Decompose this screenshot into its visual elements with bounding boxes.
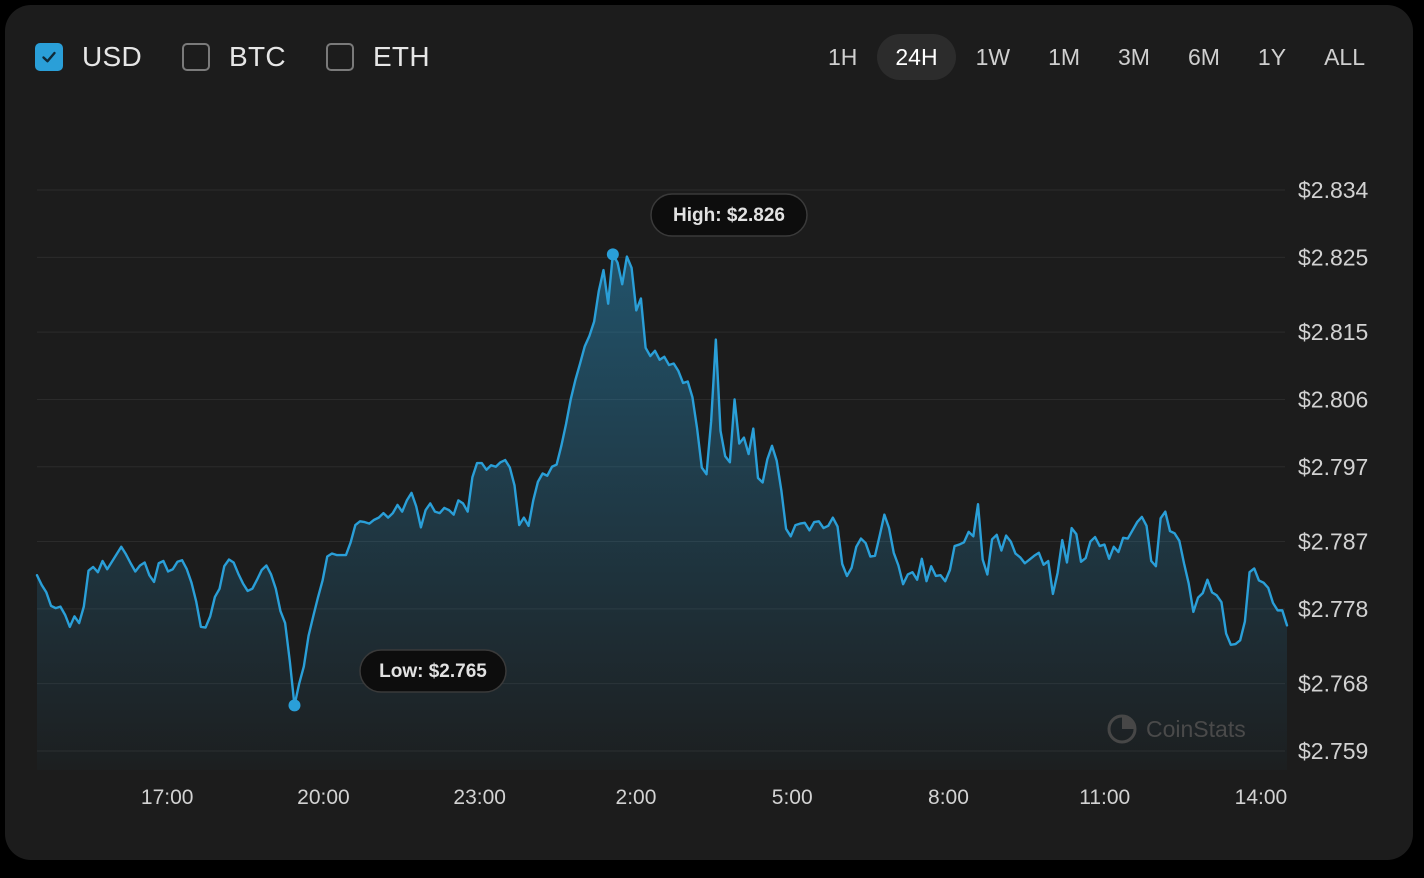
y-tick-label: $2.815	[1298, 319, 1368, 345]
currency-label: ETH	[372, 41, 430, 72]
range-tab-1y[interactable]: 1Y	[1257, 44, 1287, 70]
y-tick-label: $2.797	[1298, 454, 1368, 480]
x-tick-label: 23:00	[453, 786, 506, 809]
currency-eth-checkbox[interactable]: ETH	[325, 41, 430, 73]
x-tick-label: 17:00	[141, 786, 194, 809]
y-tick-label: $2.768	[1298, 671, 1368, 697]
checkmark-icon	[42, 51, 56, 63]
range-tab-3m[interactable]: 3M	[1118, 44, 1150, 70]
y-tick-label: $2.778	[1298, 596, 1368, 622]
low-label: Low: $2.765	[379, 661, 487, 682]
y-tick-label: $2.834	[1298, 177, 1369, 203]
currency-btc-checkbox[interactable]: BTC	[182, 41, 286, 73]
low-tooltip: Low: $2.765	[359, 649, 507, 693]
range-tab-24h[interactable]: 24H	[877, 34, 956, 80]
y-tick-label: $2.787	[1298, 529, 1368, 555]
checkbox-box	[182, 43, 211, 71]
high-label: High: $2.826	[673, 205, 785, 226]
range-tab-1w[interactable]: 1W	[975, 44, 1011, 70]
high-point-marker	[606, 248, 619, 261]
watermark-text: CoinStats	[1146, 716, 1246, 742]
price-chart[interactable]: $2.834 $2.825 $2.815 $2.806 $2.797 $2.787 $2.7…	[5, 5, 1413, 860]
price-area-fill	[37, 254, 1287, 770]
price-line	[35, 253, 1289, 707]
high-tooltip: High: $2.826	[650, 193, 808, 237]
y-tick-label: $2.759	[1298, 738, 1368, 764]
range-tab-1h[interactable]: 1H	[827, 44, 858, 70]
currency-selector: USD BTC ETH	[35, 41, 470, 73]
y-tick-label: $2.825	[1298, 244, 1368, 270]
x-tick-label: 20:00	[297, 786, 350, 809]
price-chart-card: USD BTC ETH 1H 24H 1W 1M 3M 6M 1Y ALL $2…	[5, 5, 1413, 860]
x-tick-label: 14:00	[1235, 786, 1288, 809]
coinstats-logo-icon	[1107, 714, 1137, 744]
currency-label: BTC	[229, 41, 286, 72]
range-tab-all[interactable]: ALL	[1324, 44, 1365, 70]
checkbox-box	[35, 43, 63, 71]
coinstats-watermark: CoinStats	[1107, 714, 1246, 744]
x-tick-label: 8:00	[928, 786, 969, 809]
x-tick-label: 5:00	[772, 786, 813, 809]
currency-usd-checkbox[interactable]: USD	[35, 41, 142, 73]
y-tick-label: $2.806	[1298, 386, 1368, 412]
x-tick-label: 11:00	[1079, 786, 1130, 809]
low-point-marker	[288, 699, 301, 712]
currency-label: USD	[82, 41, 143, 72]
time-range-tabs: 1H 24H 1W 1M 3M 6M 1Y ALL	[808, 34, 1383, 80]
range-tab-6m[interactable]: 6M	[1187, 44, 1220, 70]
checkbox-box	[325, 43, 354, 71]
x-tick-label: 2:00	[616, 786, 657, 809]
range-tab-1m[interactable]: 1M	[1048, 44, 1081, 70]
